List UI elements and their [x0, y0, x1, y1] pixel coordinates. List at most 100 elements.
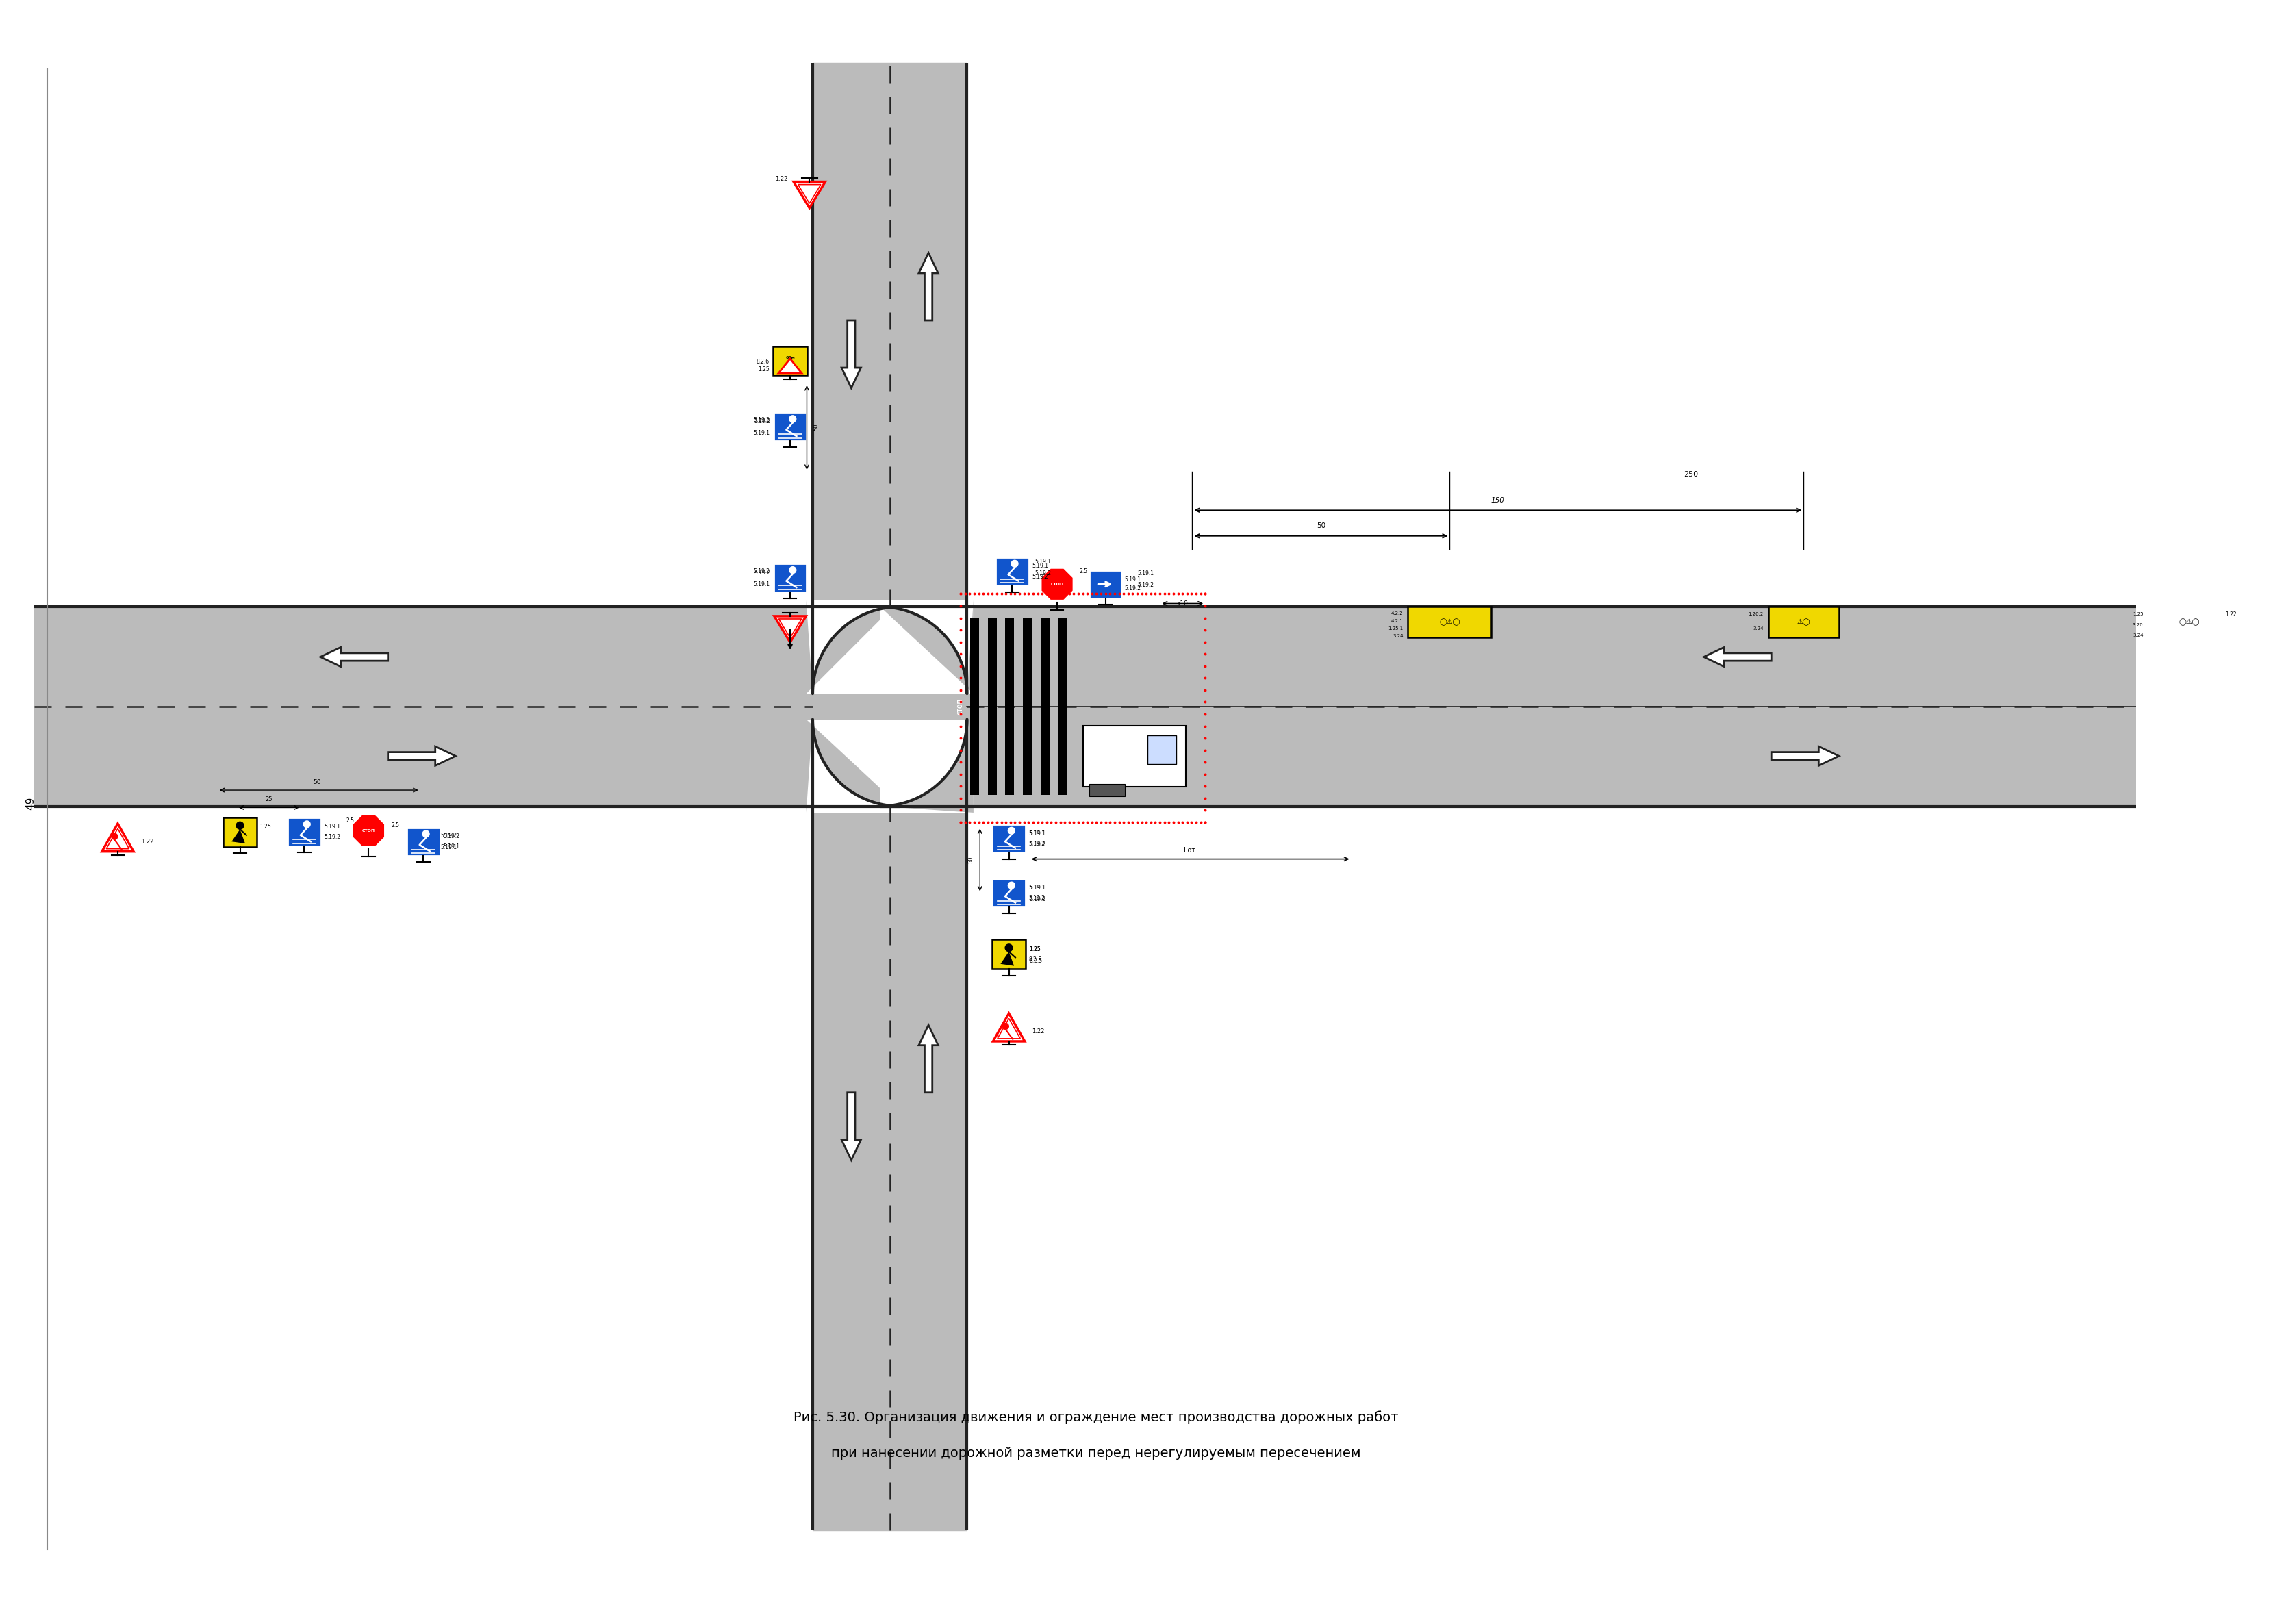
Circle shape — [236, 822, 245, 830]
Polygon shape — [920, 1025, 938, 1093]
Polygon shape — [806, 719, 899, 812]
Text: 4.2.1: 4.2.1 — [1392, 619, 1403, 624]
Text: 50: 50 — [813, 424, 820, 430]
Polygon shape — [793, 182, 824, 208]
Bar — [288, 818, 320, 846]
Polygon shape — [320, 648, 388, 666]
Text: 2.5: 2.5 — [1079, 568, 1088, 575]
Bar — [1022, 619, 1031, 794]
Text: 8.2.5: 8.2.5 — [1029, 958, 1042, 963]
Text: 3.24: 3.24 — [2132, 633, 2144, 637]
Bar — [223, 817, 257, 846]
Text: при нанесении дорожной разметки перед нерегулируемым пересечением: при нанесении дорожной разметки перед не… — [831, 1447, 1360, 1460]
Text: 5.19.2: 5.19.2 — [1029, 841, 1045, 846]
Text: 150: 150 — [1492, 497, 1506, 503]
Text: СТОП: СТОП — [361, 828, 375, 833]
Text: СТОП: СТОП — [1051, 583, 1063, 586]
Bar — [1090, 784, 1124, 796]
Polygon shape — [881, 719, 974, 812]
Circle shape — [1002, 1023, 1008, 1030]
Bar — [881, 719, 974, 812]
Text: 2.5: 2.5 — [345, 817, 354, 823]
Polygon shape — [774, 615, 806, 641]
Text: 3.24: 3.24 — [1392, 635, 1403, 638]
Text: 5.19.2: 5.19.2 — [325, 835, 341, 840]
Polygon shape — [779, 619, 802, 638]
Text: 1.20.2: 1.20.2 — [1749, 612, 1765, 617]
Text: 1.25: 1.25 — [2132, 612, 2144, 617]
Circle shape — [1011, 560, 1017, 567]
Polygon shape — [1002, 952, 1015, 966]
Polygon shape — [2255, 606, 2271, 625]
Text: 5.19.1: 5.19.1 — [441, 844, 456, 851]
Bar — [1040, 619, 1049, 794]
Bar — [407, 828, 441, 856]
Polygon shape — [997, 1018, 1020, 1038]
Text: Lот.: Lот. — [1183, 848, 1197, 854]
Bar — [813, 806, 967, 1530]
Circle shape — [1004, 944, 1013, 952]
Text: 5.19.2: 5.19.2 — [443, 833, 459, 840]
Bar — [813, 63, 967, 607]
Bar — [1408, 607, 1492, 638]
Text: ⚠◯: ⚠◯ — [1796, 619, 1810, 625]
Circle shape — [1008, 882, 1015, 890]
Text: 1.22: 1.22 — [774, 175, 788, 182]
Text: 250: 250 — [1683, 471, 1699, 477]
Text: 2.5: 2.5 — [391, 822, 400, 828]
Text: x10: x10 — [1176, 601, 1188, 607]
Polygon shape — [992, 1013, 1024, 1041]
Text: 3.20: 3.20 — [2132, 622, 2144, 627]
Text: 5.19.1: 5.19.1 — [1029, 830, 1047, 836]
Text: 5.19.2: 5.19.2 — [1029, 895, 1045, 901]
Bar — [967, 607, 2137, 806]
Bar — [1090, 570, 1122, 598]
Text: 1.25: 1.25 — [259, 823, 273, 830]
Text: СТОП: СТОП — [958, 698, 963, 715]
Bar — [1058, 619, 1067, 794]
Polygon shape — [843, 1093, 861, 1160]
Text: 5.19.2: 5.19.2 — [754, 570, 770, 577]
Circle shape — [111, 833, 118, 840]
Bar — [774, 412, 806, 440]
Text: 60м: 60м — [786, 356, 795, 359]
Text: Рис. 5.30. Организация движения и ограждение мест производства дорожных работ: Рис. 5.30. Организация движения и огражд… — [793, 1411, 1399, 1424]
Text: 1.25: 1.25 — [1029, 945, 1040, 952]
Text: 5.19.1: 5.19.1 — [443, 843, 459, 849]
Polygon shape — [779, 359, 802, 374]
Bar — [774, 564, 806, 591]
Bar — [995, 557, 1029, 586]
Text: 5.19.2: 5.19.2 — [1031, 573, 1049, 580]
Text: 5.19.1: 5.19.1 — [1036, 559, 1051, 565]
Text: 5.19.1: 5.19.1 — [754, 430, 770, 437]
Text: 5.19.2: 5.19.2 — [1036, 570, 1051, 577]
Bar — [806, 719, 899, 812]
Polygon shape — [1703, 648, 1771, 666]
Bar — [1147, 736, 1176, 765]
Text: 5.19.1: 5.19.1 — [754, 581, 770, 588]
Polygon shape — [107, 828, 129, 849]
Circle shape — [2260, 609, 2266, 617]
Text: 5.19.1: 5.19.1 — [1029, 830, 1045, 836]
Text: 5.19.2: 5.19.2 — [1029, 841, 1047, 848]
Text: 5.19.2: 5.19.2 — [1138, 581, 1154, 588]
Bar — [806, 601, 899, 693]
Polygon shape — [797, 185, 820, 203]
Text: 5.19.1: 5.19.1 — [1138, 570, 1154, 577]
Text: 49: 49 — [25, 796, 36, 810]
Polygon shape — [2251, 601, 2271, 628]
Polygon shape — [843, 320, 861, 388]
Polygon shape — [388, 747, 456, 765]
Bar — [992, 879, 1026, 908]
Text: 1.22: 1.22 — [2226, 611, 2237, 617]
Text: 5.19.2: 5.19.2 — [754, 417, 770, 424]
Text: 25: 25 — [266, 796, 273, 802]
Circle shape — [788, 567, 797, 573]
Bar — [992, 825, 1026, 853]
Circle shape — [1008, 827, 1015, 835]
Circle shape — [422, 830, 429, 838]
Bar — [772, 346, 808, 375]
Polygon shape — [102, 823, 134, 851]
Polygon shape — [352, 814, 386, 848]
Text: 5.19.1: 5.19.1 — [1029, 885, 1047, 892]
